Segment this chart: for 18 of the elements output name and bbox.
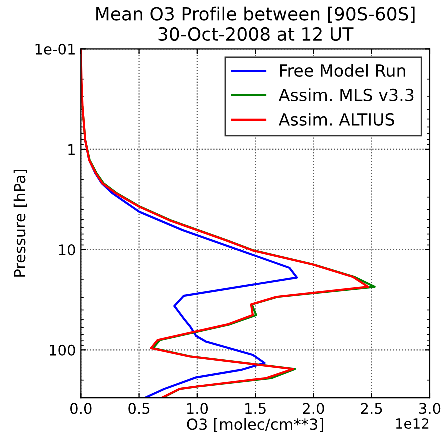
x-tick-label: 2.0 <box>303 403 324 414</box>
legend-label: Free Model Run <box>280 64 406 78</box>
legend-label: Assim. MLS v3.3 <box>278 88 414 102</box>
chart-title: Mean O3 Profile between [90S-60S] 30-Oct-2008 at 12 UT <box>96 6 415 42</box>
y-axis-title: Pressure [hPa] <box>14 170 28 277</box>
x-axis-title: O3 [molec/cm**3] <box>187 418 324 432</box>
x-tick-label: 0.0 <box>70 403 92 414</box>
y-tick-label: 10 <box>59 244 76 256</box>
text: 1e12 <box>396 418 429 430</box>
x-tick-label: 1.0 <box>187 403 208 414</box>
y-tick-label: 1e-01 <box>36 44 75 55</box>
x-tick-label: 0.5 <box>128 403 150 414</box>
legend-label: Assim. ALTIUS <box>278 113 394 126</box>
x-tick-label: 1.5 <box>246 403 266 414</box>
x-tick-label: 2.5 <box>361 403 382 414</box>
x-tick-label: 3.0 <box>419 403 441 414</box>
y-tick-label: 100 <box>50 344 76 356</box>
y-tick-label: 1 <box>68 144 75 156</box>
